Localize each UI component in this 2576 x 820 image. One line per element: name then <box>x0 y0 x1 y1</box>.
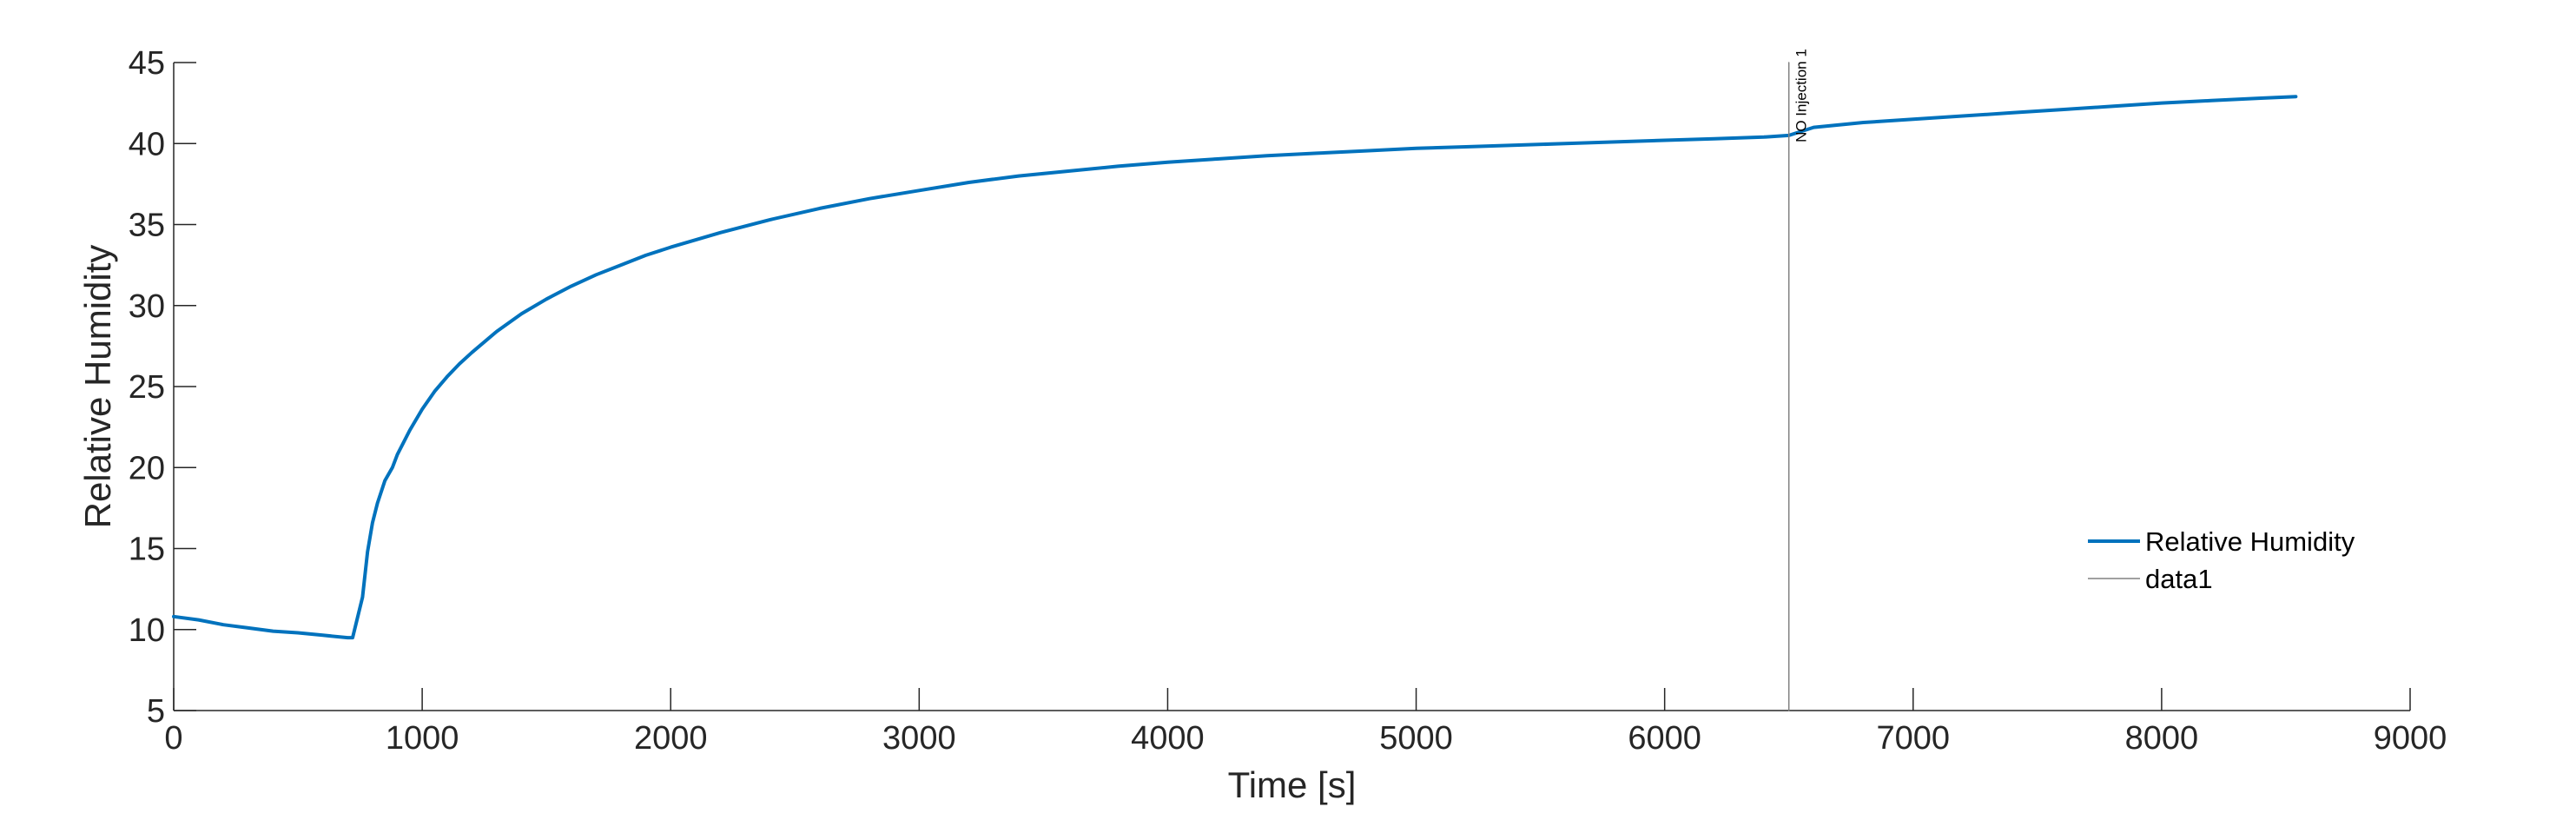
x-tick-label: 3000 <box>882 720 956 757</box>
y-tick-label: 35 <box>129 208 165 244</box>
y-tick-label: 5 <box>147 693 165 730</box>
x-tick-label: 6000 <box>1628 720 1701 757</box>
x-axis-title: Time [s] <box>1228 764 1357 805</box>
legend: Relative Humidity data1 <box>2088 526 2355 594</box>
x-tick-label: 8000 <box>2125 720 2199 757</box>
legend-label-relative-humidity: Relative Humidity <box>2145 526 2355 557</box>
annotation-no-injection-1: NO Injection 1 <box>1793 49 1810 142</box>
x-tick-label: 5000 <box>1379 720 1453 757</box>
annotations: NO Injection 1 <box>1793 49 1810 142</box>
x-tick-label: 9000 <box>2374 720 2447 757</box>
x-tick-label: 1000 <box>386 720 459 757</box>
legend-label-data1: data1 <box>2145 564 2213 594</box>
x-ticks: 0 1000 2000 3000 4000 5000 6000 7000 8000 9000 <box>164 688 2447 757</box>
y-tick-label: 30 <box>129 288 165 325</box>
x-tick-label: 0 <box>164 720 182 757</box>
x-tick-label: 2000 <box>634 720 708 757</box>
x-tick-label: 4000 <box>1131 720 1205 757</box>
y-axis-title: Relative Humidity <box>77 245 118 529</box>
y-tick-label: 40 <box>129 126 165 162</box>
y-tick-label: 45 <box>129 45 165 82</box>
plot-lines <box>172 62 2298 711</box>
axes <box>173 63 2410 711</box>
y-tick-label: 25 <box>129 369 165 406</box>
y-tick-label: 10 <box>129 612 165 649</box>
relative-humidity-line <box>172 95 2298 640</box>
y-tick-label: 15 <box>129 532 165 568</box>
y-ticks: 5 10 15 20 25 30 35 40 45 <box>129 45 196 730</box>
y-tick-label: 20 <box>129 450 165 486</box>
x-tick-label: 7000 <box>1877 720 1951 757</box>
